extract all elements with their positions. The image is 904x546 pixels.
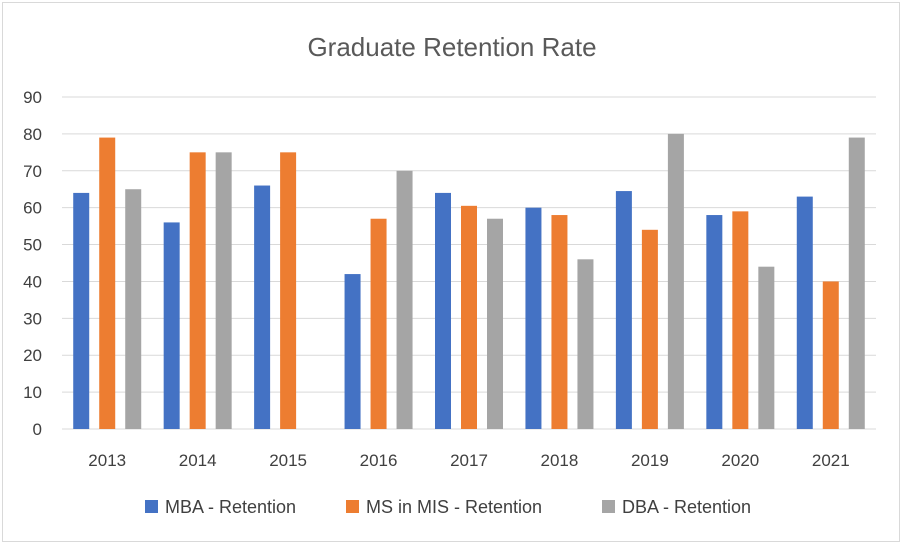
x-tick-label: 2021 [812,451,850,470]
y-tick-label: 90 [23,88,42,107]
bar [822,281,839,429]
legend-label: MS in MIS - Retention [366,497,542,517]
bar [344,274,361,429]
legend-swatch [346,500,359,513]
x-tick-label: 2016 [360,451,398,470]
y-tick-label: 60 [23,199,42,218]
legend-label: MBA - Retention [165,497,296,517]
x-tick-label: 2013 [88,451,126,470]
legend-label: DBA - Retention [622,497,751,517]
bar [396,170,413,429]
bar [667,133,684,429]
bar [525,207,542,429]
bar [706,215,723,429]
y-tick-label: 10 [23,383,42,402]
bars [73,133,865,430]
y-axis-ticks: 0 10 20 30 40 50 60 70 80 90 [23,88,42,439]
bar [551,215,568,429]
bar [254,185,271,429]
legend: MBA - Retention MS in MIS - Retention DBA … [145,497,751,517]
bar [758,266,775,429]
bar [641,229,658,429]
bar [796,196,813,429]
x-tick-label: 2017 [450,451,488,470]
y-tick-label: 20 [23,346,42,365]
y-tick-label: 70 [23,162,42,181]
bar [461,205,477,429]
bar [125,189,142,429]
legend-swatch [145,500,158,513]
x-tick-label: 2019 [631,451,669,470]
legend-swatch [602,500,615,513]
x-tick-label: 2014 [179,451,217,470]
bar [848,137,865,430]
bar [435,192,451,429]
y-tick-label: 40 [23,272,42,291]
x-tick-label: 2018 [541,451,579,470]
bar [732,211,749,429]
x-tick-label: 2015 [269,451,307,470]
bar [215,152,232,430]
x-axis-ticks: 2013 2014 2015 2016 2017 2018 2019 2020 2021 [88,451,849,470]
y-tick-label: 30 [23,309,42,328]
bar [280,152,297,430]
x-tick-label: 2020 [721,451,759,470]
y-tick-label: 0 [33,420,42,439]
y-tick-label: 50 [23,236,42,255]
bar [189,152,206,430]
bar [487,218,503,429]
bar [370,218,387,429]
bar [163,222,180,429]
bar [73,192,90,429]
bar [99,137,116,430]
y-tick-label: 80 [23,125,42,144]
bar [615,191,632,429]
chart-title: Graduate Retention Rate [307,32,596,62]
bar [577,259,594,429]
